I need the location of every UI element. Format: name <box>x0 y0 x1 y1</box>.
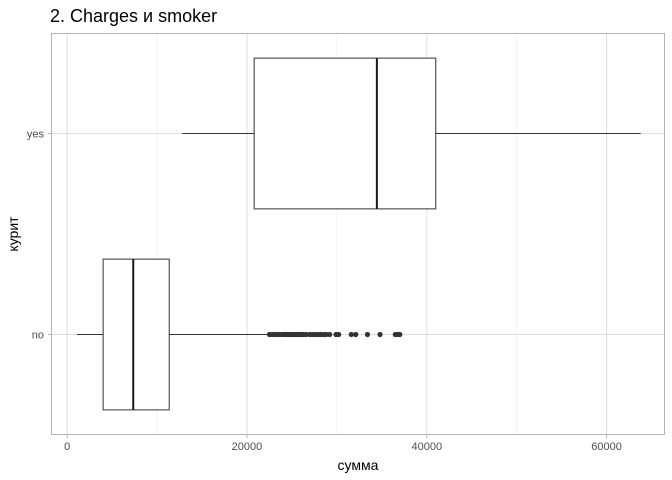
outlier-point <box>336 331 342 338</box>
x-tick-label: 0 <box>64 441 70 453</box>
box-iqr <box>102 258 170 411</box>
y-tick-label: no <box>32 330 44 342</box>
x-tick-label: 40000 <box>411 441 442 453</box>
x-tick-label: 60000 <box>591 441 622 453</box>
outlier-point <box>377 331 383 338</box>
x-axis: 0 20000 40000 60000 <box>64 435 622 453</box>
y-tick-label: yes <box>27 129 45 141</box>
outlier-point <box>303 331 309 338</box>
outlier-point <box>364 331 371 338</box>
outlier-point <box>348 331 354 338</box>
panel-border <box>51 33 665 435</box>
plot-panel <box>51 33 665 435</box>
y-axis: no yes <box>27 129 51 342</box>
outlier-point <box>353 331 359 338</box>
x-tick-label: 20000 <box>232 441 263 453</box>
box-yes <box>182 57 641 210</box>
outlier-point <box>323 331 329 338</box>
outlier-point <box>397 331 403 338</box>
outlier-point <box>327 331 333 338</box>
box-no <box>77 258 403 411</box>
box-layer <box>77 57 641 411</box>
y-axis-title: курит <box>5 216 21 252</box>
x-axis-title: сумма <box>338 457 379 473</box>
chart-title: 2. Charges и smoker <box>50 6 217 26</box>
box-iqr <box>253 57 437 210</box>
